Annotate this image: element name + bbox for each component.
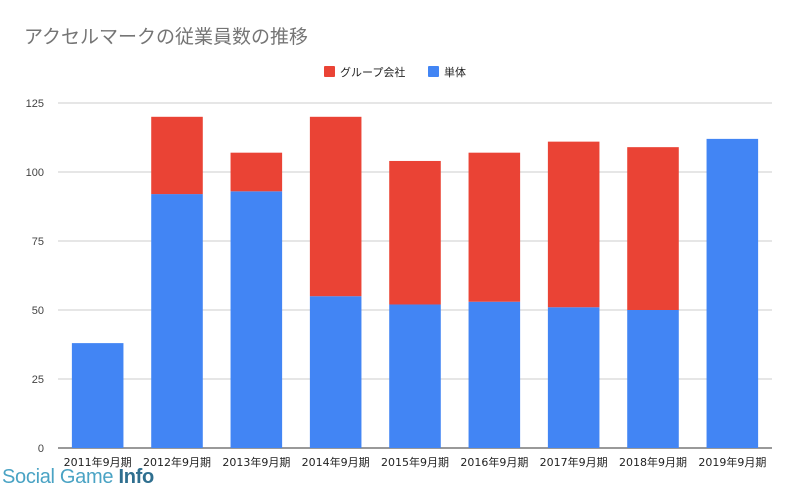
- legend-swatch: [324, 66, 335, 77]
- x-tick-label: 2019年9月期: [698, 455, 766, 469]
- y-axis-tick-labels: 0 25 50 75 100 125: [26, 98, 44, 455]
- y-tick-label: 75: [32, 236, 44, 248]
- watermark-logo: Social Game Info: [2, 466, 154, 489]
- bars: [71, 116, 759, 448]
- y-tick-label: 25: [32, 374, 44, 386]
- bar-segment: [627, 147, 679, 310]
- bar-segment: [468, 152, 521, 302]
- x-tick-label: 2016年9月期: [460, 455, 528, 469]
- bar-segment: [468, 301, 521, 448]
- legend: グループ会社 単体: [324, 65, 466, 79]
- y-tick-label: 0: [38, 443, 44, 455]
- x-tick-label: 2014年9月期: [302, 455, 370, 469]
- bar-segment: [151, 116, 203, 195]
- bar-segment: [706, 138, 759, 448]
- x-tick-label: 2018年9月期: [619, 455, 687, 469]
- bar-segment: [71, 343, 124, 448]
- bar-segment: [547, 141, 600, 308]
- chart-title: アクセルマークの従業員数の推移: [24, 26, 309, 48]
- x-tick-label: 2011年9月期: [64, 455, 132, 469]
- bar-segment: [309, 296, 362, 448]
- y-tick-label: 100: [26, 167, 44, 179]
- x-axis-tick-labels: 2011年9月期 2012年9月期 2013年9月期 2014年9月期 2015年9月期…: [64, 455, 767, 469]
- bar-segment: [547, 307, 600, 448]
- legend-label: 単体: [444, 65, 466, 79]
- bar-segment: [309, 116, 362, 297]
- bar-segment: [230, 152, 283, 192]
- legend-swatch: [428, 66, 439, 77]
- y-tick-label: 125: [26, 98, 44, 110]
- watermark-text-bold: Info: [118, 466, 154, 488]
- x-tick-label: 2015年9月期: [381, 455, 449, 469]
- x-tick-label: 2013年9月期: [222, 455, 290, 469]
- bar-segment: [230, 191, 283, 448]
- bar-segment: [389, 304, 441, 448]
- watermark-text: Social Game: [2, 466, 119, 488]
- legend-label: グループ会社: [340, 65, 405, 79]
- bar-segment: [627, 310, 679, 448]
- x-tick-label: 2017年9月期: [540, 455, 608, 469]
- bar-segment: [151, 194, 203, 448]
- y-tick-label: 50: [32, 305, 44, 317]
- bar-segment: [389, 160, 441, 305]
- x-tick-label: 2012年9月期: [143, 455, 211, 469]
